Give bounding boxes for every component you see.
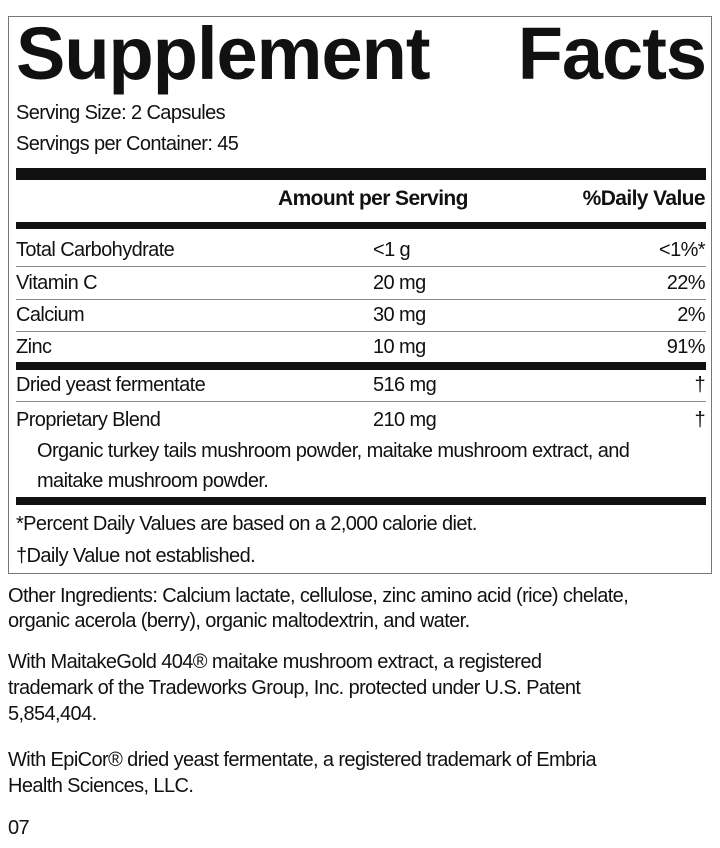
blend-ingredients: Organic turkey tails mushroom powder, ma… — [37, 440, 630, 462]
maitake-note: 5,854,404. — [8, 703, 97, 725]
label-code: 07 — [8, 817, 30, 839]
servings-per-container: Servings per Container: 45 — [16, 133, 239, 155]
row-name: Zinc — [16, 336, 52, 358]
footnote: †Daily Value not established. — [16, 545, 256, 567]
row-amount: 10 mg — [373, 336, 426, 358]
row-dv: 91% — [666, 336, 706, 358]
row-dv: 2% — [677, 304, 705, 326]
maitake-note: With MaitakeGold 404® maitake mushroom e… — [8, 651, 542, 673]
divider-thin — [16, 266, 706, 267]
divider-thin — [16, 331, 706, 332]
divider-thick — [16, 497, 706, 505]
other-ingredients: organic acerola (berry), organic maltode… — [8, 610, 470, 632]
blend-ingredients: maitake mushroom powder. — [37, 470, 269, 492]
row-dv: † — [694, 374, 705, 396]
row-dv: † — [694, 409, 705, 431]
divider-thick — [16, 168, 706, 180]
maitake-note: trademark of the Tradeworks Group, Inc. … — [8, 677, 581, 699]
row-name: Vitamin C — [16, 272, 98, 294]
row-amount: 20 mg — [373, 272, 426, 294]
divider-thick — [16, 362, 706, 370]
serving-size: Serving Size: 2 Capsules — [16, 102, 226, 124]
epicor-note: With EpiCor® dried yeast fermentate, a r… — [8, 749, 597, 771]
divider-thick — [16, 222, 706, 229]
row-amount: 210 mg — [373, 409, 437, 431]
row-amount: <1 g — [373, 239, 411, 261]
panel-title: Supplement Facts — [16, 12, 707, 95]
row-name: Calcium — [16, 304, 85, 326]
row-amount: 516 mg — [373, 374, 437, 396]
row-name: Proprietary Blend — [16, 409, 161, 431]
title-word-2: Facts — [517, 12, 707, 95]
header-daily-value: %Daily Value — [582, 187, 706, 210]
other-ingredients: Other Ingredients: Calcium lactate, cell… — [8, 585, 629, 607]
title-word-1: Supplement — [16, 12, 430, 95]
row-dv: <1%* — [659, 239, 706, 261]
row-name: Total Carbohydrate — [16, 239, 175, 261]
divider-thin — [16, 299, 706, 300]
epicor-note: Health Sciences, LLC. — [8, 775, 194, 797]
row-amount: 30 mg — [373, 304, 426, 326]
row-name: Dried yeast fermentate — [16, 374, 206, 396]
footnote: *Percent Daily Values are based on a 2,0… — [16, 513, 477, 535]
divider-thin — [16, 401, 706, 402]
row-dv: 22% — [666, 272, 706, 294]
supplement-facts-panel — [8, 16, 712, 574]
header-amount: Amount per Serving — [278, 187, 468, 210]
